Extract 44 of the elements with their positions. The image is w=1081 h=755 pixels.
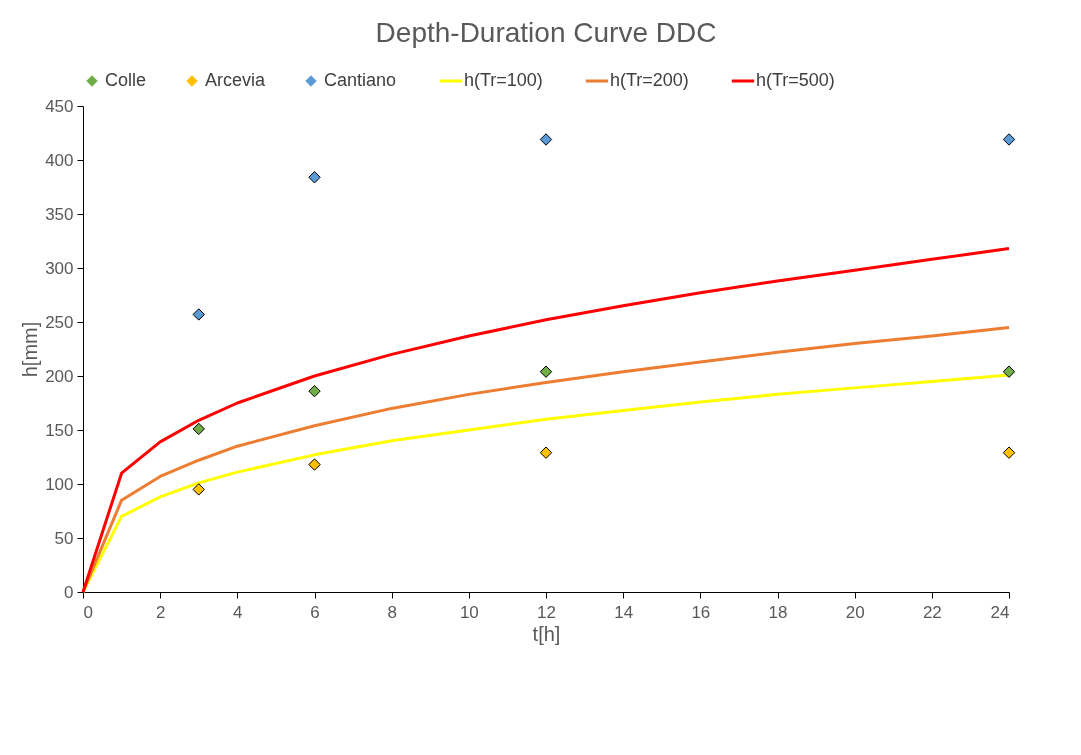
x-tick-label: 14: [614, 602, 634, 622]
y-tick-label: 400: [45, 150, 74, 170]
y-tick-label: 250: [45, 312, 74, 332]
legend-label: Cantiano: [324, 70, 397, 90]
x-tick-label: 24: [990, 602, 1010, 622]
point: [192, 308, 205, 321]
point: [308, 384, 321, 398]
y-tick-label: 50: [54, 528, 74, 548]
y-tick-label: 150: [45, 420, 74, 440]
x-tick-label: 6: [310, 602, 320, 622]
legend-label: h(Tr=100): [464, 70, 543, 90]
point: [192, 422, 205, 436]
point: [192, 483, 205, 496]
y-tick-label: 350: [45, 204, 74, 224]
y-tick-label: 100: [45, 474, 74, 494]
y-tick-label: 300: [45, 258, 74, 278]
x-tick-label: 10: [459, 602, 479, 622]
x-tick-label: 0: [83, 602, 93, 622]
y-tick-label: 450: [45, 96, 74, 116]
point: [539, 133, 553, 146]
point: [308, 171, 321, 184]
legend-label: h(Tr=200): [610, 70, 689, 90]
y-tick-label: 200: [45, 366, 74, 386]
legend-label: Arcevia: [205, 70, 267, 90]
x-axis-title: t[h]: [532, 622, 561, 645]
point: [1002, 133, 1016, 146]
x-tick-label: 22: [922, 602, 942, 622]
y-axis-title: h[mm]: [19, 321, 42, 378]
x-tick-label: 8: [387, 602, 397, 622]
point: [539, 446, 553, 459]
x-tick-label: 20: [845, 602, 865, 622]
x-tick-label: 12: [537, 602, 556, 622]
chart-title: Depth-Duration Curve DDC: [375, 17, 717, 48]
x-tick-label: 16: [691, 602, 711, 622]
legend-label: Colle: [105, 70, 147, 90]
x-tick-label: 4: [233, 602, 243, 622]
x-tick-label: 18: [768, 602, 788, 622]
point: [539, 365, 553, 378]
legend-label: h(Tr=500): [756, 70, 835, 90]
point: [308, 458, 321, 471]
x-tick-label: 2: [155, 602, 166, 622]
point: [1002, 365, 1016, 378]
point: [1002, 446, 1016, 459]
y-tick-label: 0: [64, 582, 74, 602]
